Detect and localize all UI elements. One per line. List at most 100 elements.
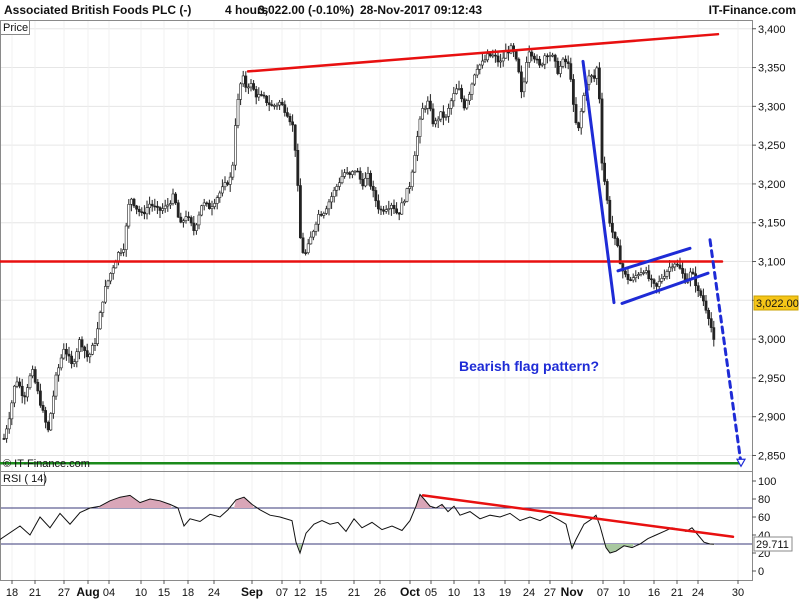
candle-body xyxy=(109,273,113,282)
candle-body xyxy=(275,104,279,107)
candle-body xyxy=(610,222,614,233)
candle-body xyxy=(574,104,578,124)
candle-body xyxy=(46,421,50,431)
candle-body xyxy=(691,271,695,275)
candle-body xyxy=(15,381,19,387)
x-tick-label: 24 xyxy=(208,587,220,599)
x-tick-label: 27 xyxy=(58,587,70,599)
x-tick-label: 19 xyxy=(499,587,511,599)
price-tick-label: 3,250 xyxy=(758,140,786,152)
candle-body xyxy=(402,201,406,204)
candle-body xyxy=(59,357,63,369)
candle-body xyxy=(49,413,53,431)
candle-body xyxy=(249,83,253,88)
flag-lower-line xyxy=(620,271,710,305)
candle-body xyxy=(657,281,661,287)
last-price-badge: 3,022.00 xyxy=(753,295,799,311)
candle-body xyxy=(171,193,175,204)
candle-body xyxy=(272,105,276,107)
candle-body xyxy=(236,99,240,126)
candle-body xyxy=(374,190,378,202)
candle-body xyxy=(158,207,162,211)
candle-body xyxy=(605,181,609,201)
candle-body xyxy=(33,369,37,383)
x-month-label: Aug xyxy=(76,585,99,599)
candle-body xyxy=(577,122,581,129)
candle-body xyxy=(707,310,711,319)
candle-body xyxy=(389,204,393,209)
candle-body xyxy=(670,266,674,269)
candle-body xyxy=(639,272,643,275)
candle-body xyxy=(483,59,487,62)
rsi-line xyxy=(0,493,715,555)
candle-body xyxy=(400,202,404,215)
candle-body xyxy=(252,83,256,90)
candle-body xyxy=(371,185,375,191)
candle-body xyxy=(379,208,383,211)
candle-body xyxy=(668,266,672,272)
candle-body xyxy=(644,270,648,273)
price-panel-label: Price xyxy=(3,22,28,34)
brand-label: IT-Finance.com xyxy=(709,3,796,17)
candle-body xyxy=(631,277,635,281)
rsi-overbought-fill xyxy=(234,497,254,508)
candle-body xyxy=(208,202,211,209)
candle-body xyxy=(205,202,209,205)
x-tick-label: 15 xyxy=(315,587,327,599)
candle-body xyxy=(215,197,219,204)
candle-body xyxy=(439,111,443,120)
candle-body xyxy=(587,75,591,85)
x-tick-label: 07 xyxy=(597,587,609,599)
pattern-annotation: Bearish flag pattern? xyxy=(459,358,599,374)
candle-body xyxy=(241,75,245,85)
candle-body xyxy=(228,176,232,185)
price-tick-label: 3,100 xyxy=(758,257,786,269)
candle-body xyxy=(254,89,258,98)
rsi-tick-label: 100 xyxy=(758,476,776,488)
price-tick-label: 3,150 xyxy=(758,218,786,230)
rsi-panel-label: RSI ( 14) xyxy=(3,473,47,485)
candle-body xyxy=(665,271,669,277)
x-tick-label: 24 xyxy=(523,587,535,599)
candle-body xyxy=(486,53,490,61)
candle-body xyxy=(72,361,76,365)
candle-body xyxy=(595,67,599,79)
candle-body xyxy=(23,395,27,398)
candle-body xyxy=(7,418,11,430)
candle-body xyxy=(694,273,698,287)
rsi-trendline xyxy=(421,494,735,539)
candle-body xyxy=(150,203,154,207)
candle-body xyxy=(223,182,227,188)
candle-body xyxy=(629,279,633,281)
candle-body xyxy=(83,346,87,351)
candle-body xyxy=(231,164,235,178)
candle-body xyxy=(306,243,310,253)
candle-body xyxy=(384,209,388,212)
candle-body xyxy=(335,186,339,191)
rsi-overbought-fill xyxy=(440,504,444,508)
candle-body xyxy=(218,192,222,198)
flagpole-line xyxy=(581,59,616,305)
candle-body xyxy=(340,176,344,184)
candle-body xyxy=(462,98,466,109)
chart-title: Associated British Foods PLC (-) xyxy=(4,3,191,17)
candle-body xyxy=(322,213,326,216)
x-month-label: Oct xyxy=(400,585,420,599)
candle-body xyxy=(78,339,81,353)
candle-body xyxy=(262,94,266,97)
candle-body xyxy=(548,55,552,57)
candle-body xyxy=(143,211,146,215)
price-tick-label: 3,400 xyxy=(758,24,786,36)
candle-body xyxy=(447,108,451,117)
candle-body xyxy=(311,231,315,238)
candle-body xyxy=(5,428,9,439)
candle-body xyxy=(649,278,653,281)
candle-body xyxy=(590,75,594,77)
candle-body xyxy=(324,208,328,214)
candle-body xyxy=(10,402,14,420)
candle-body xyxy=(454,88,458,94)
candle-body xyxy=(517,58,521,73)
candle-body xyxy=(655,283,659,287)
candle-body xyxy=(395,208,399,214)
